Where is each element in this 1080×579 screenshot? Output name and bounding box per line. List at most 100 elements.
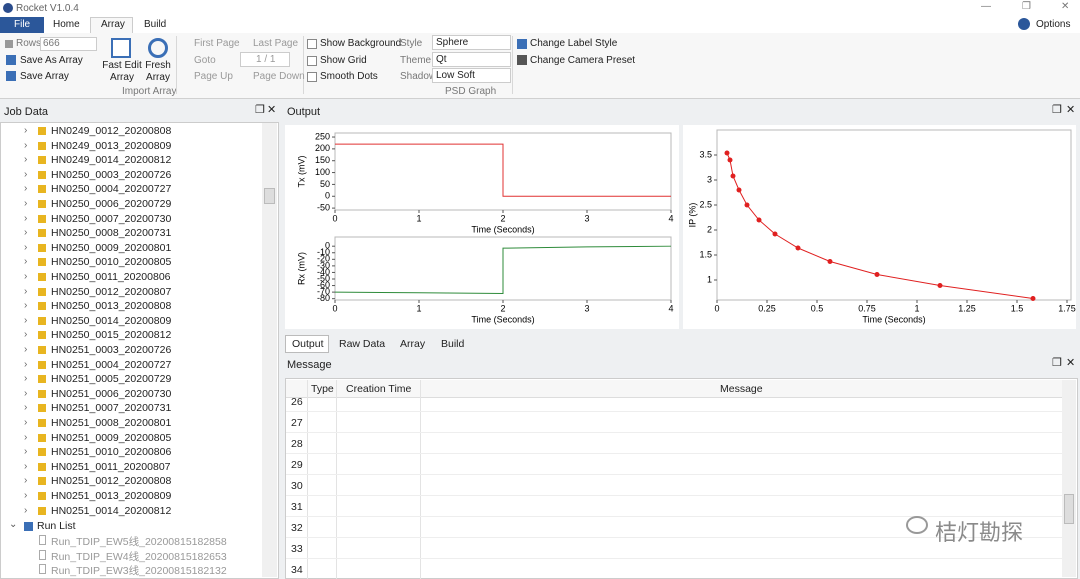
expander[interactable]: › <box>24 329 28 341</box>
close[interactable]: ✕ <box>1066 357 1076 369</box>
tree-item[interactable]: HN0251_0007_20200731 <box>51 402 172 415</box>
combo[interactable] <box>432 35 511 50</box>
tree-item[interactable]: HN0251_0008_20200801 <box>51 417 172 429</box>
tree-item[interactable]: HN0250_0013_20200808 <box>51 300 172 313</box>
expander[interactable]: › <box>24 300 28 312</box>
expander[interactable]: › <box>24 344 28 355</box>
tree-item[interactable]: HN0251_0011_20200807 <box>51 460 171 473</box>
expander[interactable]: › <box>24 198 28 209</box>
tree-item[interactable]: HN0251_0013_20200809 <box>51 490 172 502</box>
checkbox-label[interactable]: Show Grid <box>320 55 367 66</box>
tree-item[interactable]: HN0250_0008_20200731 <box>51 227 172 240</box>
tab[interactable]: File <box>14 19 31 30</box>
close[interactable]: ✕ <box>1061 1 1070 12</box>
combo[interactable] <box>432 52 511 67</box>
expander[interactable]: › <box>24 373 28 385</box>
button[interactable]: Page Up <box>194 71 233 82</box>
tab[interactable]: Build <box>144 19 167 30</box>
tree-item[interactable]: HN0251_0003_20200726 <box>51 344 172 356</box>
tree-item[interactable]: Run_TDIP_EW5线_20200815182858 <box>51 536 227 548</box>
button[interactable]: Change Camera Preset <box>530 55 636 66</box>
expander[interactable]: › <box>24 387 28 399</box>
tree-item[interactable]: Run_TDIP_EW4线_20200815182653 <box>51 550 227 563</box>
tree-item[interactable]: HN0251_0014_20200812 <box>51 504 172 517</box>
expander[interactable]: › <box>24 402 28 414</box>
button[interactable]: Fast Edit Array <box>102 60 142 83</box>
pin[interactable]: ❐ <box>255 104 265 116</box>
expander[interactable]: › <box>24 256 28 268</box>
tree-item[interactable]: HN0249_0013_20200809 <box>51 139 172 152</box>
expander[interactable]: ⌄ <box>9 519 18 530</box>
scroll-thumb[interactable] <box>1064 494 1074 524</box>
tab[interactable]: Array <box>101 19 125 30</box>
expander[interactable]: › <box>24 417 28 428</box>
expander[interactable]: › <box>24 212 28 224</box>
file-tab[interactable] <box>0 17 44 33</box>
expander[interactable]: › <box>24 475 28 487</box>
tab-selected[interactable] <box>90 17 133 34</box>
expander[interactable]: › <box>24 314 28 326</box>
expander[interactable]: › <box>24 154 28 166</box>
tab[interactable]: Build <box>441 338 465 350</box>
expander[interactable]: › <box>24 504 28 516</box>
tree-item[interactable]: HN0251_0009_20200805 <box>51 431 172 444</box>
options[interactable]: Options <box>1036 19 1071 30</box>
tree-item[interactable]: HN0250_0012_20200807 <box>51 285 172 298</box>
tab[interactable]: Array <box>400 338 426 350</box>
close[interactable]: ✕ <box>267 104 277 116</box>
checkbox[interactable] <box>307 72 317 82</box>
button[interactable]: Change Label Style <box>530 38 618 49</box>
pin[interactable]: ❐ <box>1052 104 1062 116</box>
expander[interactable]: › <box>24 168 28 180</box>
tree-item[interactable]: HN0250_0014_20200809 <box>51 314 172 327</box>
tree-item[interactable]: Run_TDIP_EW3线_20200815182132 <box>51 565 227 578</box>
tree-item[interactable]: HN0250_0015_20200812 <box>51 329 172 342</box>
expander[interactable]: › <box>24 227 28 239</box>
tab-selected[interactable] <box>285 335 329 353</box>
button[interactable]: Save Array <box>20 71 69 82</box>
tree-item[interactable]: HN0250_0003_20200726 <box>51 168 172 181</box>
expander[interactable]: › <box>24 431 28 443</box>
tree-item[interactable]: HN0250_0011_20200806 <box>51 271 171 283</box>
expander[interactable]: › <box>24 285 28 297</box>
tree-item[interactable]: HN0251_0012_20200808 <box>51 475 172 488</box>
expander[interactable]: › <box>24 125 28 136</box>
button[interactable]: Page Down <box>253 71 305 82</box>
expander[interactable]: › <box>24 271 28 282</box>
restore[interactable]: ❐ <box>1022 1 1031 12</box>
tree-item[interactable]: HN0250_0007_20200730 <box>51 212 172 225</box>
expander[interactable]: › <box>24 358 28 370</box>
checkbox-label[interactable]: Smooth Dots <box>320 71 378 82</box>
tree-item[interactable]: HN0250_0006_20200729 <box>51 198 172 210</box>
tree-item[interactable]: Run List <box>37 520 76 532</box>
expander[interactable]: › <box>24 446 28 458</box>
tree-item[interactable]: HN0251_0004_20200727 <box>51 358 172 371</box>
expander[interactable]: › <box>24 183 28 195</box>
tab[interactable]: Raw Data <box>339 338 386 350</box>
button[interactable]: Save As Array <box>20 55 83 66</box>
combo[interactable] <box>432 68 511 83</box>
button[interactable]: Last Page <box>253 38 299 49</box>
minimize[interactable]: — <box>981 1 991 12</box>
checkbox[interactable] <box>307 39 317 49</box>
tree-item[interactable]: HN0251_0005_20200729 <box>51 373 172 386</box>
tree-item[interactable]: HN0251_0010_20200806 <box>51 446 172 459</box>
expander[interactable]: › <box>24 490 28 501</box>
expander[interactable]: › <box>24 460 28 472</box>
tree-item[interactable]: HN0251_0006_20200730 <box>51 387 172 400</box>
tree-item[interactable]: HN0250_0010_20200805 <box>51 256 172 269</box>
scroll-thumb[interactable] <box>264 188 275 204</box>
tab[interactable]: Home <box>53 19 80 30</box>
close[interactable]: ✕ <box>1066 104 1076 116</box>
tree-item[interactable]: HN0250_0009_20200801 <box>51 241 172 254</box>
input[interactable] <box>40 37 97 51</box>
checkbox[interactable] <box>307 56 317 66</box>
button[interactable]: First Page <box>194 38 240 49</box>
button[interactable]: Fresh Array <box>145 60 171 83</box>
tree-item[interactable]: HN0249_0012_20200808 <box>51 125 172 137</box>
tree-item[interactable]: HN0250_0004_20200727 <box>51 183 172 196</box>
expander[interactable]: › <box>24 139 28 151</box>
tab[interactable]: Output <box>292 338 324 350</box>
button[interactable]: Goto <box>194 55 216 66</box>
help-icon[interactable] <box>1018 18 1030 30</box>
